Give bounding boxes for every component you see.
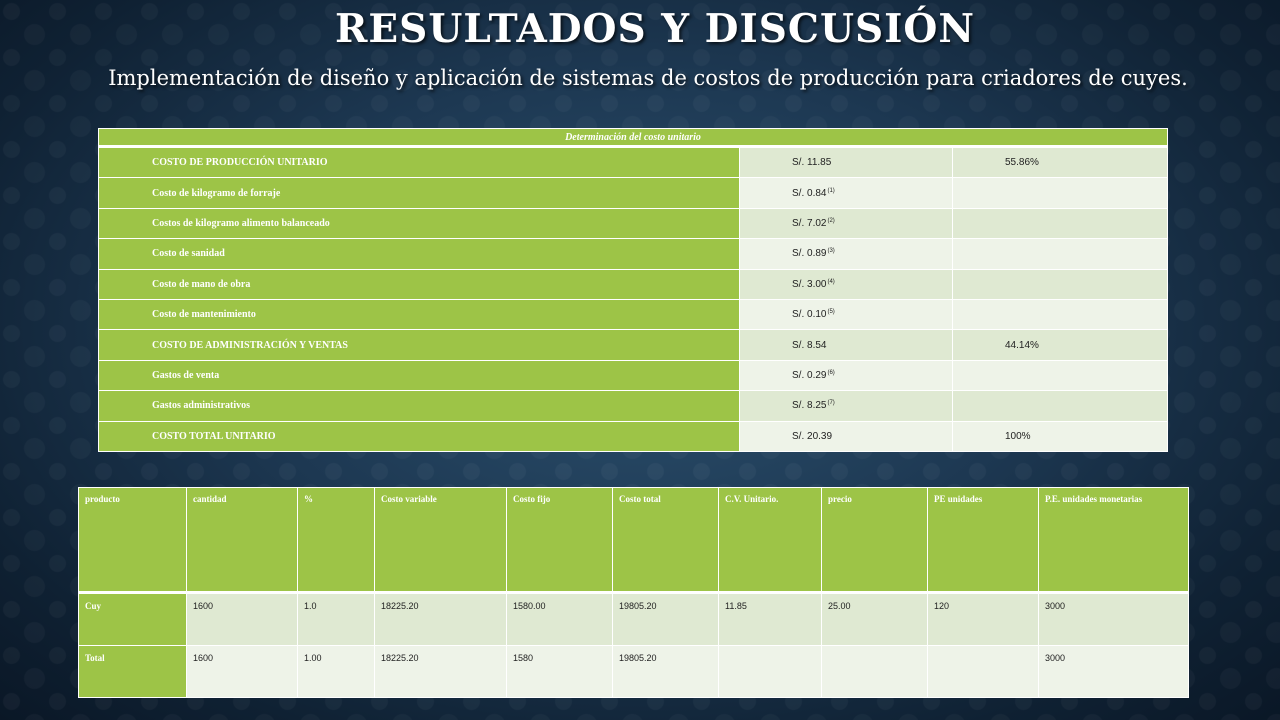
row-label: Gastos administrativos <box>98 390 740 422</box>
table-row: Costos de kilogramo alimento balanceado … <box>98 207 1169 240</box>
table-row: Costo de sanidad S/. 0.89(3) <box>98 238 1169 270</box>
column-header: Costo variable <box>374 487 507 594</box>
row-label: COSTO DE PRODUCCIÓN UNITARIO <box>98 145 740 179</box>
table-row: Costo de mano de obra S/. 3.00(4) <box>98 268 1169 300</box>
row-percent: 44.14% <box>951 329 1169 361</box>
row-value: S/. 20.39 <box>739 420 953 452</box>
slide-subtitle: Implementación de diseño y aplicación de… <box>108 66 1188 90</box>
breakeven-table-header-row: producto cantidad % Costo variable Costo… <box>78 487 1189 594</box>
table-row: Cuy 1600 1.0 18225.20 1580.00 19805.20 1… <box>78 592 1189 646</box>
row-percent <box>951 177 1169 209</box>
table-cell: 11.85 <box>718 592 822 646</box>
unit-cost-table-header: Determinación del costo unitario <box>97 128 1169 148</box>
table-row: COSTO DE PRODUCCIÓN UNITARIO S/. 11.85 5… <box>98 145 1169 179</box>
row-value: S/. 3.00(4) <box>739 268 953 300</box>
table-cell: 3000 <box>1038 592 1189 646</box>
row-percent <box>951 207 1169 240</box>
slide-title: RESULTADOS Y DISCUSIÓN <box>335 6 975 52</box>
column-header: cantidad <box>186 487 298 594</box>
unit-cost-table: Determinación del costo unitario COSTO D… <box>97 128 1169 452</box>
table-cell: 1.0 <box>297 592 375 646</box>
row-label: COSTO TOTAL UNITARIO <box>98 420 740 452</box>
column-header: Costo fijo <box>506 487 613 594</box>
table-cell: 19805.20 <box>612 645 719 698</box>
table-cell: 1580 <box>506 645 613 698</box>
table-cell: 1.00 <box>297 645 375 698</box>
column-header: producto <box>78 487 187 594</box>
table-cell: 25.00 <box>821 592 928 646</box>
row-value: S/. 0.10(5) <box>739 298 953 331</box>
unit-cost-table-header-row: Determinación del costo unitario <box>97 128 1169 148</box>
row-percent <box>951 268 1169 300</box>
row-percent: 55.86% <box>951 145 1169 179</box>
table-cell: Total <box>78 645 187 698</box>
table-cell <box>718 645 822 698</box>
table-row: COSTO DE ADMINISTRACIÓN Y VENTAS S/. 8.5… <box>98 329 1169 361</box>
table-row: Gastos administrativos S/. 8.25(7) <box>98 390 1169 422</box>
row-value: S/. 0.84(1) <box>739 177 953 209</box>
table-row: Costo de mantenimiento S/. 0.10(5) <box>98 298 1169 331</box>
column-header: P.E. unidades monetarias <box>1038 487 1189 594</box>
row-value: S/. 0.29(6) <box>739 359 953 392</box>
row-label: Costos de kilogramo alimento balanceado <box>98 207 740 240</box>
table-row: Costo de kilogramo de forraje S/. 0.84(1… <box>98 177 1169 209</box>
row-label: COSTO DE ADMINISTRACIÓN Y VENTAS <box>98 329 740 361</box>
table-cell <box>821 645 928 698</box>
row-percent <box>951 298 1169 331</box>
row-percent: 100% <box>951 420 1169 452</box>
table-row: Gastos de venta S/. 0.29(6) <box>98 359 1169 392</box>
table-cell: 18225.20 <box>374 645 507 698</box>
row-label: Costo de mano de obra <box>98 268 740 300</box>
column-header: C.V. Unitario. <box>718 487 822 594</box>
row-percent <box>951 359 1169 392</box>
column-header: precio <box>821 487 928 594</box>
row-value: S/. 0.89(3) <box>739 238 953 270</box>
row-label: Gastos de venta <box>98 359 740 392</box>
row-value: S/. 11.85 <box>739 145 953 179</box>
table-cell: 1600 <box>186 592 298 646</box>
row-value: S/. 7.02(2) <box>739 207 953 240</box>
row-value: S/. 8.54 <box>739 329 953 361</box>
table-row: COSTO TOTAL UNITARIO S/. 20.39 100% <box>98 420 1169 452</box>
table-cell <box>927 645 1039 698</box>
row-label: Costo de kilogramo de forraje <box>98 177 740 209</box>
table-row: Total 1600 1.00 18225.20 1580 19805.20 3… <box>78 645 1189 698</box>
table-cell: Cuy <box>78 592 187 646</box>
column-header: Costo total <box>612 487 719 594</box>
table-cell: 19805.20 <box>612 592 719 646</box>
row-label: Costo de sanidad <box>98 238 740 270</box>
table-cell: 18225.20 <box>374 592 507 646</box>
table-cell: 3000 <box>1038 645 1189 698</box>
row-value: S/. 8.25(7) <box>739 390 953 422</box>
breakeven-table: producto cantidad % Costo variable Costo… <box>78 487 1189 698</box>
row-percent <box>951 238 1169 270</box>
row-label: Costo de mantenimiento <box>98 298 740 331</box>
column-header: % <box>297 487 375 594</box>
row-percent <box>951 390 1169 422</box>
column-header: PE unidades <box>927 487 1039 594</box>
table-cell: 120 <box>927 592 1039 646</box>
table-cell: 1600 <box>186 645 298 698</box>
table-cell: 1580.00 <box>506 592 613 646</box>
